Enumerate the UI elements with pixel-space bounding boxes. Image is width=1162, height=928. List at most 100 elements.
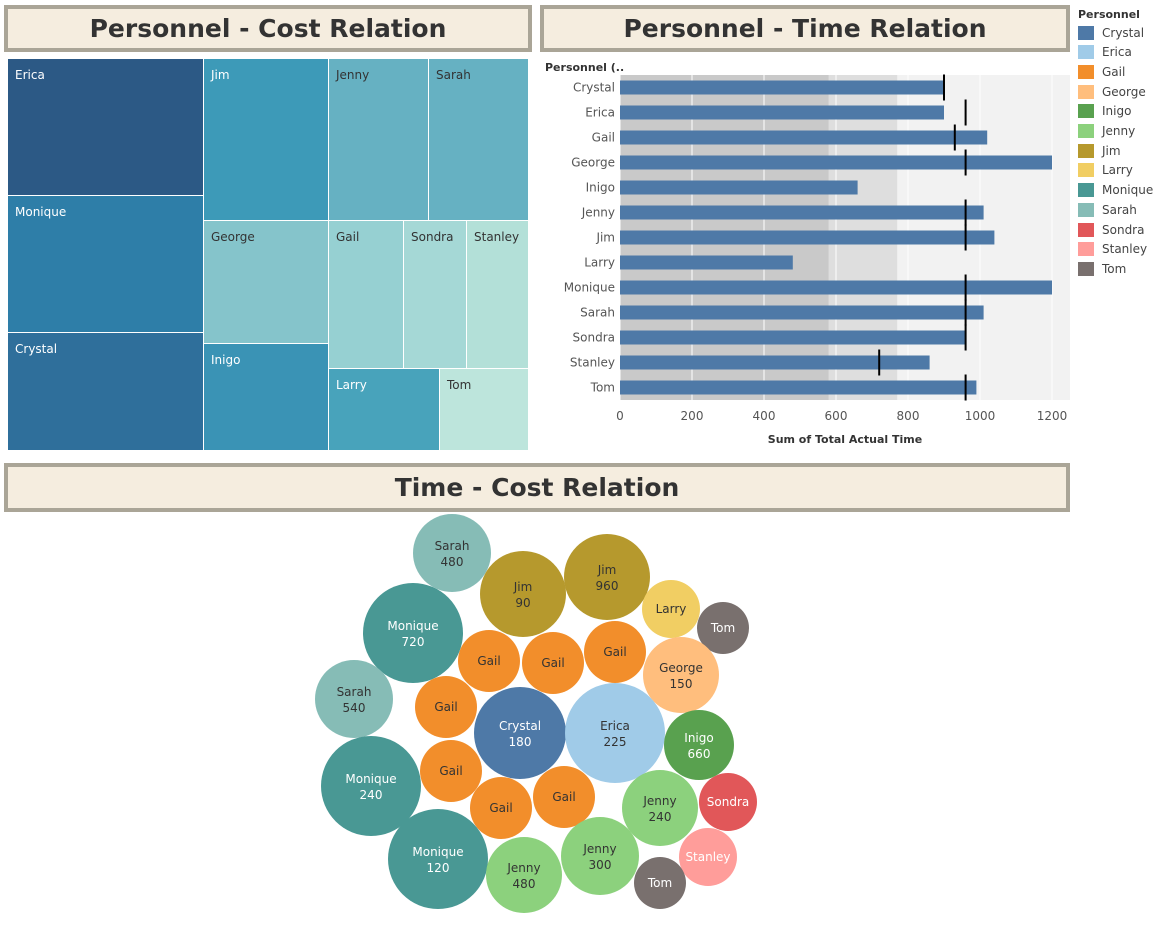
treemap-cell-sondra[interactable]: Sondra: [404, 221, 467, 369]
bubble-circle: [363, 583, 463, 683]
bubble-erica[interactable]: Erica 225: [565, 683, 665, 783]
legend-swatch: [1078, 25, 1094, 40]
bubble-value: 225: [604, 735, 627, 749]
bubble-name: Monique: [412, 845, 463, 859]
legend-item-sarah[interactable]: Sarah: [1078, 201, 1137, 218]
bubble-value: 300: [589, 858, 612, 872]
y-tick-label: Jim: [595, 231, 615, 245]
treemap-cell-crystal[interactable]: Crystal: [8, 333, 204, 451]
bar-sarah[interactable]: [620, 305, 984, 320]
bubble-jenny[interactable]: Jenny 240: [622, 770, 698, 846]
legend-label: Stanley: [1102, 242, 1148, 257]
bubble-crystal[interactable]: Crystal 180: [474, 687, 566, 779]
bubble-name: Sarah: [337, 685, 372, 699]
bar-inigo[interactable]: [620, 180, 858, 195]
bar-jim[interactable]: [620, 230, 995, 245]
bubble-monique[interactable]: Monique 240: [321, 736, 421, 836]
y-tick-label: Larry: [584, 256, 615, 270]
bubble-circle: [315, 660, 393, 738]
x-tick-label: 400: [753, 409, 776, 423]
legend-item-sondra[interactable]: Sondra: [1078, 221, 1144, 238]
treemap-cell-tom[interactable]: Tom: [440, 369, 529, 451]
bar-tom[interactable]: [620, 380, 977, 395]
bubble-monique[interactable]: Monique 720: [363, 583, 463, 683]
bubble-inigo[interactable]: Inigo 660: [664, 710, 734, 780]
legend-swatch: [1078, 104, 1094, 119]
bubble-jenny[interactable]: Jenny 300: [561, 817, 639, 895]
bubble-george[interactable]: George 150: [643, 637, 719, 713]
legend-item-george[interactable]: George: [1078, 83, 1146, 100]
treemap-cell-larry[interactable]: Larry: [329, 369, 440, 451]
bubble-gail[interactable]: Gail: [458, 630, 520, 692]
bubble-circle: [458, 630, 520, 692]
bubble-sarah[interactable]: Sarah 480: [413, 514, 491, 592]
bubble-name: Larry: [656, 602, 687, 616]
bubble-gail[interactable]: Gail: [420, 740, 482, 802]
treemap-label: Monique: [15, 205, 67, 219]
bar-jenny[interactable]: [620, 205, 984, 220]
legend-swatch: [1078, 242, 1094, 257]
bubble-jim[interactable]: Jim 960: [564, 534, 650, 620]
bar-stanley[interactable]: [620, 355, 930, 370]
bubble-tom[interactable]: Tom: [634, 857, 686, 909]
bubble-jim[interactable]: Jim 90: [480, 551, 566, 637]
bubble-name: Monique: [345, 772, 396, 786]
bubble-value: 660: [688, 747, 711, 761]
legend-item-crystal[interactable]: Crystal: [1078, 24, 1144, 41]
bubble-gail[interactable]: Gail: [522, 632, 584, 694]
treemap-cell-stanley[interactable]: Stanley: [467, 221, 529, 369]
bubble-gail[interactable]: Gail: [533, 766, 595, 828]
legend-item-jenny[interactable]: Jenny: [1078, 123, 1135, 140]
legend-item-monique[interactable]: Monique: [1078, 182, 1153, 199]
legend-title: Personnel: [1078, 8, 1140, 21]
bubble-gail[interactable]: Gail: [470, 777, 532, 839]
legend-item-gail[interactable]: Gail: [1078, 63, 1125, 80]
bubble-sondra[interactable]: Sondra: [699, 773, 757, 831]
treemap-cell-sarah[interactable]: Sarah: [429, 59, 529, 221]
legend-item-stanley[interactable]: Stanley: [1078, 241, 1147, 258]
legend-label: Gail: [1102, 64, 1126, 79]
x-tick-label: 1000: [965, 409, 996, 423]
bubble-name: Crystal: [499, 719, 541, 733]
bubble-name: Gail: [434, 700, 457, 714]
bubble-value: 240: [649, 810, 672, 824]
bubble-tom[interactable]: Tom: [697, 602, 749, 654]
bar-erica[interactable]: [620, 105, 944, 120]
bubble-stanley[interactable]: Stanley: [679, 828, 737, 886]
legend-swatch: [1078, 45, 1094, 60]
bar-crystal[interactable]: [620, 80, 944, 95]
bubble-circle: [584, 621, 646, 683]
treemap-cell-jim[interactable]: Jim: [204, 59, 329, 221]
y-tick-label: Erica: [585, 106, 615, 120]
bar-sondra[interactable]: [620, 330, 966, 345]
bubble-circle: [565, 683, 665, 783]
bar-gail[interactable]: [620, 130, 988, 145]
treemap-cell-jenny[interactable]: Jenny: [329, 59, 429, 221]
bubble-jenny[interactable]: Jenny 480: [486, 837, 562, 913]
bubble-sarah[interactable]: Sarah 540: [315, 660, 393, 738]
legend-swatch: [1078, 84, 1094, 99]
treemap-cell-inigo[interactable]: Inigo: [204, 344, 329, 451]
bubble-circle: [622, 770, 698, 846]
bar-monique[interactable]: [620, 280, 1052, 295]
legend-item-tom[interactable]: Tom: [1078, 260, 1126, 277]
bar-larry[interactable]: [620, 255, 793, 270]
legend-item-inigo[interactable]: Inigo: [1078, 103, 1131, 120]
bar-george[interactable]: [620, 155, 1052, 170]
legend-swatch: [1078, 183, 1094, 198]
x-tick-label: 800: [897, 409, 920, 423]
legend-item-larry[interactable]: Larry: [1078, 162, 1133, 179]
bubble-gail[interactable]: Gail: [415, 676, 477, 738]
legend-swatch: [1078, 261, 1094, 276]
treemap-cell-monique[interactable]: Monique: [8, 196, 204, 333]
legend-item-erica[interactable]: Erica: [1078, 44, 1132, 61]
bubble-monique[interactable]: Monique 120: [388, 809, 488, 909]
bubble-larry[interactable]: Larry: [642, 580, 700, 638]
bubble-circle: [480, 551, 566, 637]
legend-item-jim[interactable]: Jim: [1078, 142, 1121, 159]
bubble-gail[interactable]: Gail: [584, 621, 646, 683]
treemap-cell-erica[interactable]: Erica: [8, 59, 204, 196]
treemap-cell-george[interactable]: George: [204, 221, 329, 344]
y-tick-label: Crystal: [573, 81, 615, 95]
treemap-cell-gail[interactable]: Gail: [329, 221, 404, 369]
